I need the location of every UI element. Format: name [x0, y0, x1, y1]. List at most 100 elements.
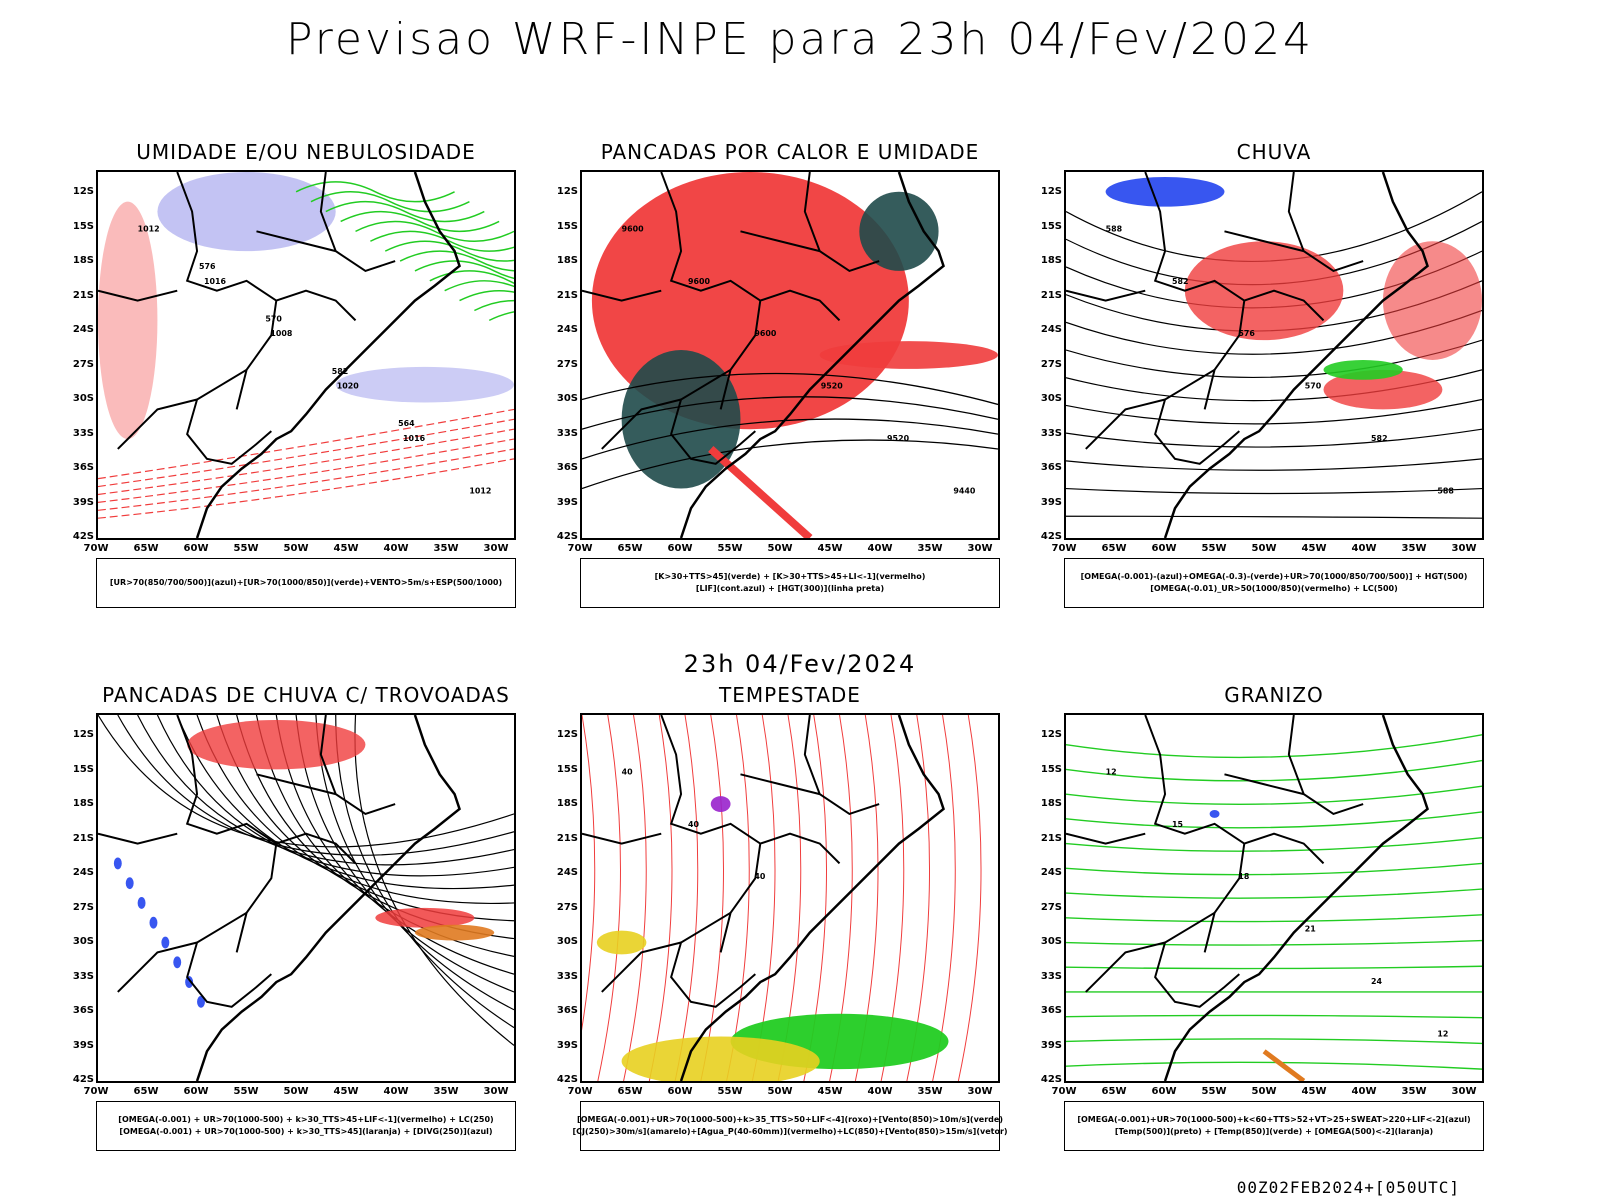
- rain-blue-area: [1105, 176, 1225, 207]
- lat-label: 30S: [556, 393, 578, 404]
- country-border: [1066, 289, 1146, 302]
- streamline-850: [726, 715, 750, 1081]
- lat-label: 12S: [556, 729, 578, 740]
- country-border: [582, 289, 662, 302]
- lon-label: 35W: [917, 1086, 943, 1097]
- lat-label: 21S: [1040, 289, 1062, 301]
- humidity-contour: [399, 250, 514, 272]
- lat-label: 24S: [72, 867, 94, 878]
- contour-label: 576: [199, 262, 216, 271]
- panel-legend: [OMEGA(-0.001) + UR>70(1000-500) + k>30_…: [96, 1101, 516, 1151]
- divergence-blue-dot: [173, 956, 182, 969]
- lat-label: 15S: [1040, 763, 1062, 775]
- lat-label: 24S: [1040, 324, 1062, 335]
- lat-label: 36S: [72, 462, 94, 473]
- lon-label: 65W: [1101, 1086, 1127, 1097]
- lat-label: 33S: [72, 427, 94, 439]
- streamline-850: [582, 715, 596, 1031]
- lon-label: 40W: [383, 543, 409, 554]
- lon-label: 45W: [817, 543, 843, 554]
- country-border: [319, 172, 396, 273]
- lon-label: 65W: [133, 543, 159, 554]
- legend-line: [UR>70(850/700/500)](azul)+[UR>70(1000/8…: [109, 578, 503, 587]
- coastline: [1163, 715, 1429, 1081]
- temp850-contour: [1066, 759, 1482, 782]
- panel-title: TEMPESTADE: [719, 683, 861, 707]
- severe-purple-area: [710, 796, 731, 812]
- lat-label: 30S: [556, 936, 578, 947]
- panel-legend: [UR>70(850/700/500)](azul)+[UR>70(1000/8…: [96, 558, 516, 608]
- lon-label: 55W: [1201, 543, 1227, 554]
- streamline: [1066, 515, 1482, 519]
- lat-label: 21S: [72, 289, 94, 301]
- map-pancadas-trovoadas: [96, 713, 516, 1083]
- map-tempestade: 40 40 40: [580, 713, 1000, 1083]
- rain-green-area: [1323, 359, 1403, 380]
- thickness-contour: [98, 408, 514, 480]
- panel-legend: [OMEGA(-0.001)-(azul)+OMEGA(-0.3)-(verde…: [1064, 558, 1484, 608]
- lat-label: 33S: [556, 970, 578, 982]
- contour-label: 9440: [953, 486, 976, 495]
- lat-label: 42S: [1040, 1074, 1062, 1085]
- streamline: [1066, 487, 1482, 495]
- lat-label: 30S: [1040, 936, 1062, 947]
- contour-label: 40: [688, 820, 700, 829]
- lon-label: 65W: [617, 543, 643, 554]
- lat-label: 30S: [72, 936, 94, 947]
- lon-label: 35W: [917, 543, 943, 554]
- streamline-850: [674, 715, 699, 1081]
- panel-tempestade: TEMPESTADE 12S 15S 18S 21S 24S 27S 30S 33S 36S 39S…: [540, 683, 1040, 1163]
- lat-label: 15S: [556, 763, 578, 775]
- divergence-blue-dot: [149, 916, 158, 929]
- lat-label: 33S: [556, 427, 578, 439]
- temp850-contour: [1066, 1061, 1482, 1070]
- thickness-contour: [98, 418, 514, 488]
- country-border: [1066, 832, 1146, 845]
- subtitle-datetime: 23h 04/Fev/2024: [683, 650, 917, 678]
- lat-label: 36S: [1040, 1005, 1062, 1016]
- contour-label: 570: [265, 314, 282, 323]
- coastline: [1163, 172, 1429, 538]
- country-border: [1287, 715, 1364, 816]
- thickness-contour: [98, 428, 514, 496]
- lat-label: 21S: [1040, 832, 1062, 844]
- lon-label: 30W: [1451, 543, 1477, 554]
- front-band: [708, 446, 813, 538]
- contour-label: 9600: [688, 277, 711, 286]
- country-border: [98, 832, 178, 845]
- lat-label: 39S: [1040, 496, 1062, 508]
- lon-label: 70W: [83, 1086, 109, 1097]
- country-border: [275, 832, 357, 865]
- lat-label: 21S: [556, 832, 578, 844]
- storm-red-area: [187, 719, 366, 770]
- contour-label: 576: [1238, 329, 1255, 338]
- lon-label: 35W: [1401, 1086, 1427, 1097]
- contour-label: 9520: [821, 382, 844, 391]
- contour-label: 1016: [204, 277, 227, 286]
- map-pancadas-calor: 9600 9600 9600 9520 9520 9440: [580, 170, 1000, 540]
- country-border: [803, 172, 880, 273]
- contour-label: 18: [1238, 872, 1250, 881]
- divergence-blue-dot: [161, 936, 170, 949]
- panel-legend: [OMEGA(-0.001)+UR>70(1000-500)+k<60+TTS>…: [1064, 1101, 1484, 1151]
- streamline-250: [98, 715, 514, 848]
- lon-label: 55W: [233, 543, 259, 554]
- contour-label: 564: [398, 419, 415, 428]
- lat-label: 12S: [1040, 729, 1062, 740]
- temp850-contour: [1066, 862, 1482, 876]
- lon-label: 55W: [233, 1086, 259, 1097]
- lon-label: 55W: [717, 1086, 743, 1097]
- contour-label: 40: [754, 872, 766, 881]
- humidity-contour: [325, 200, 485, 223]
- legend-line: [K>30+TTS>45](verde) + [K>30+TTS>45+LI<-…: [654, 572, 926, 581]
- lat-label: 18S: [72, 798, 94, 809]
- instability-green-area: [621, 350, 741, 489]
- lat-label: 42S: [556, 1074, 578, 1085]
- lat-label: 24S: [556, 324, 578, 335]
- country-border: [117, 941, 198, 993]
- rain-red-area: [1184, 241, 1344, 341]
- contour-label: 1008: [270, 329, 293, 338]
- country-border: [1085, 941, 1166, 993]
- lat-label: 18S: [72, 255, 94, 266]
- lat-label: 21S: [556, 289, 578, 301]
